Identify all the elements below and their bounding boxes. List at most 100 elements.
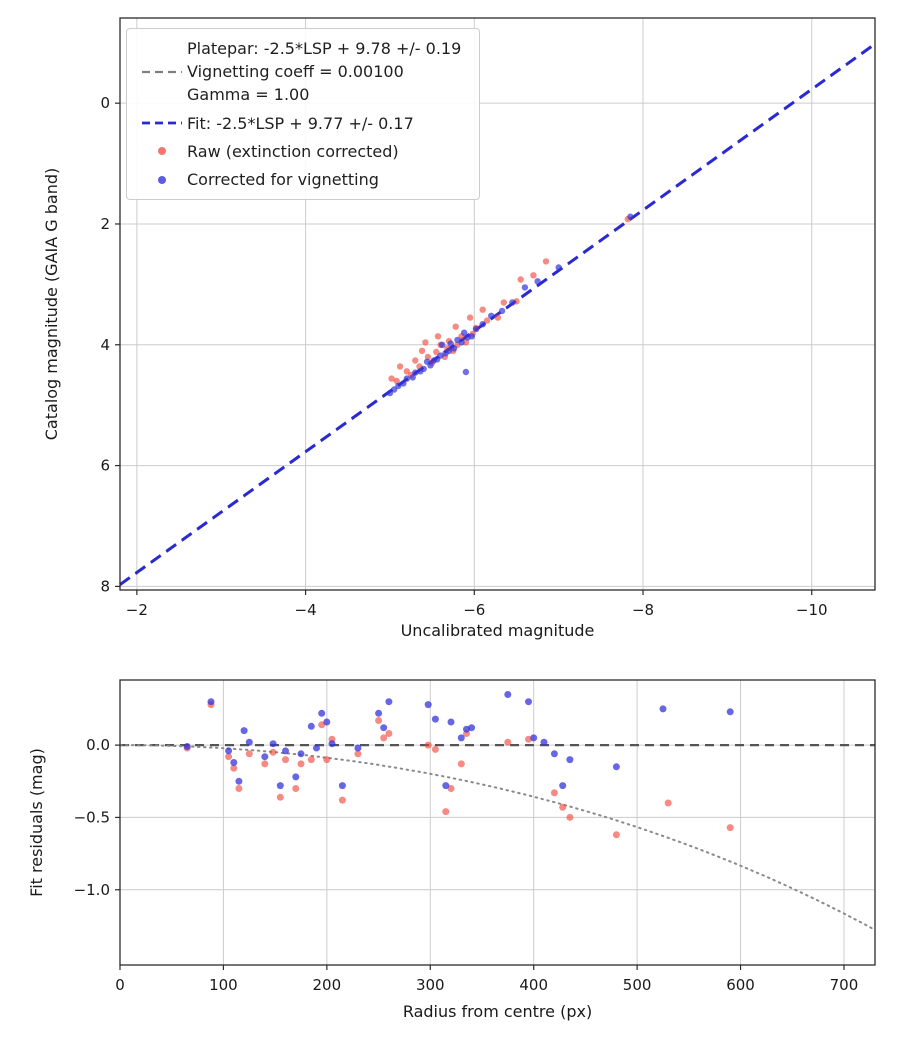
scatter-point [464, 334, 471, 341]
scatter-point [431, 715, 439, 723]
scatter-point [472, 325, 480, 333]
scatter-point [433, 348, 440, 356]
scatter-point [442, 808, 450, 816]
scatter-point [380, 734, 388, 742]
scatter-point [483, 317, 491, 324]
platepar-label-line1: Platepar: -2.5*LSP + 9.78 +/- 0.19 [187, 39, 462, 58]
scatter-point [307, 756, 315, 764]
scatter-point [418, 347, 426, 354]
scatter-point [461, 329, 468, 336]
y-tick-label: 8 [100, 577, 110, 595]
scatter-point [555, 264, 562, 271]
scatter-point [442, 350, 449, 357]
scatter-point [550, 750, 558, 758]
x-axis-label: Radius from centre (px) [403, 1002, 592, 1021]
scatter-point [530, 734, 538, 742]
scatter-point [297, 760, 305, 768]
scatter-point [424, 353, 432, 361]
scatter-point [488, 312, 495, 319]
fit-dash-marker [142, 121, 182, 125]
plot-border [119, 17, 876, 591]
legend: Platepar: -2.5*LSP + 9.78 +/- 0.19 Vigne… [126, 28, 481, 201]
scatter-point [612, 763, 620, 771]
scatter-point [430, 357, 437, 364]
scatter-point [447, 340, 454, 347]
scatter-point [447, 785, 455, 792]
platepar-dash-marker [142, 70, 182, 73]
scatter-point [559, 803, 567, 811]
scatter-point [385, 698, 393, 706]
scatter-point [307, 722, 315, 730]
scatter-point [328, 740, 336, 748]
scatter-point [412, 369, 419, 376]
y-tick-label: 6 [100, 457, 110, 475]
platepar-label-line2: Vignetting coeff = 0.00100 [187, 62, 404, 82]
x-tick-label: 600 [726, 976, 755, 994]
scatter-point [504, 738, 512, 746]
scatter-point [235, 785, 243, 792]
scatter-point [540, 738, 548, 746]
scatter-point [403, 368, 410, 375]
scatter-point [354, 744, 362, 752]
scatter-point [318, 709, 326, 717]
y-axis-label: Fit residuals (mag) [27, 748, 46, 897]
scatter-point [269, 740, 277, 748]
x-tick-label: −4 [295, 601, 317, 619]
scatter-point [525, 698, 532, 706]
scatter-point [230, 759, 238, 766]
scatter-point [530, 272, 537, 279]
scatter-point [375, 717, 383, 724]
scatter-point [225, 747, 233, 755]
raw-dot-marker [158, 147, 166, 156]
scatter-point [542, 258, 550, 265]
scatter-point [566, 813, 574, 821]
scatter-point [207, 698, 215, 706]
x-tick-label: 100 [209, 976, 238, 994]
x-axis-label: Uncalibrated magnitude [401, 621, 595, 640]
scatter-point [500, 299, 507, 306]
scatter-point [431, 745, 439, 753]
scatter-point [240, 727, 248, 735]
scatter-point [442, 782, 450, 790]
scatter-point [504, 691, 512, 698]
raw-label: Raw (extinction corrected) [187, 141, 399, 161]
y-tick-label: 2 [100, 215, 110, 233]
scatter-point [566, 756, 574, 764]
scatter-point [479, 306, 486, 313]
y-tick-label: 0 [100, 94, 110, 112]
scatter-point [230, 764, 238, 772]
scatter-point [424, 741, 432, 749]
y-tick-label: 0.0 [86, 736, 110, 754]
scatter-point [517, 276, 524, 283]
scatter-point [385, 730, 393, 737]
scatter-point [550, 789, 558, 797]
scatter-point [422, 339, 429, 346]
scatter-point [494, 314, 502, 321]
x-tick-label: 300 [416, 976, 445, 994]
scatter-point [282, 756, 289, 764]
scatter-point [338, 796, 346, 804]
y-tick-label: 4 [100, 336, 110, 354]
scatter-point [292, 773, 300, 781]
scatter-point [323, 756, 331, 764]
scatter-point [276, 793, 284, 801]
scatter-point [509, 299, 516, 306]
scatter-point [457, 734, 465, 742]
scatter-point [297, 750, 305, 758]
scatter-point [261, 760, 269, 768]
scatter-point [627, 213, 634, 220]
scatter-point [417, 368, 424, 375]
scatter-point [521, 284, 529, 291]
fit-label: Fit: -2.5*LSP + 9.77 +/- 0.17 [187, 113, 414, 133]
scatter-point [726, 708, 734, 716]
scatter-point [452, 323, 459, 330]
scatter-point [235, 777, 243, 785]
scatter-point [269, 748, 277, 756]
y-tick-label: −1.0 [74, 881, 110, 899]
scatter-point [391, 386, 398, 393]
scatter-point [313, 744, 320, 752]
scatter-point [292, 785, 300, 792]
x-tick-label: 700 [830, 976, 859, 994]
x-tick-label: 500 [623, 976, 652, 994]
scatter-point [468, 724, 476, 732]
